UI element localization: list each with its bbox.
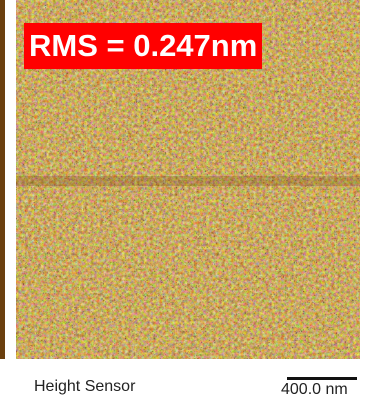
- adjacent-image-edge: [0, 0, 5, 359]
- scale-bar-label: 400.0 nm: [281, 381, 348, 398]
- scale-bar: [287, 377, 357, 380]
- rms-value-label: RMS = 0.247nm: [24, 23, 263, 69]
- channel-label: Height Sensor: [34, 378, 136, 395]
